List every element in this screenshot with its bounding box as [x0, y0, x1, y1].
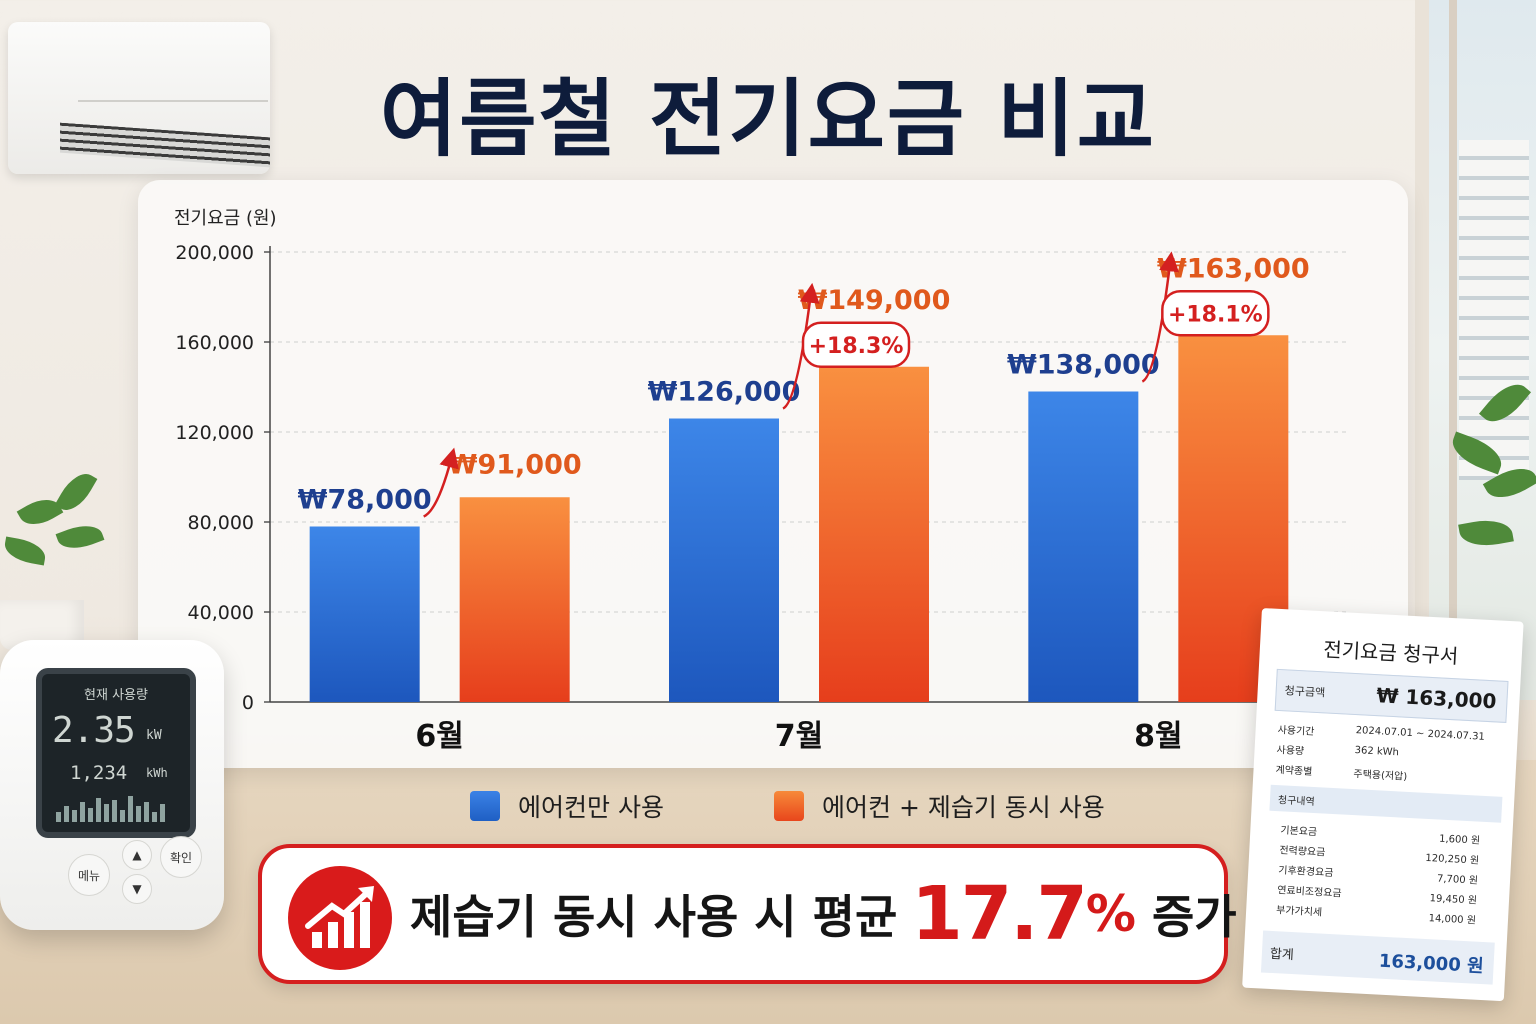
meter-sub-unit: kWh: [146, 766, 168, 780]
meter-usage-bars: [56, 792, 176, 822]
bill-item-label: 기후환경요금: [1277, 865, 1334, 880]
bill-item-label: 기본요금: [1280, 825, 1318, 839]
legend-swatch-blue: [470, 791, 500, 821]
plant-right: [1440, 375, 1536, 640]
meter-ok-label: 확인: [169, 850, 193, 865]
legend-item-ac-only: 에어컨만 사용: [470, 788, 664, 824]
bill-title: 전기요금 청구서: [1322, 637, 1459, 669]
bill-period: 2024.07.01 ~ 2024.07.31: [1355, 725, 1486, 743]
bill-item-label: 연료비조정요금: [1276, 885, 1342, 900]
bill-row-contract: 계약종별 주택용(저압): [1275, 761, 1407, 783]
meter-screen: 현재 사용량 2.35 kW 1,234 kWh: [36, 668, 196, 838]
window-frame: [1449, 0, 1457, 700]
y-tick-label: 0: [242, 692, 254, 714]
callout-text: 제습기 동시 사용 시 평균 17.7% 증가: [410, 848, 1237, 980]
increase-arrow: [782, 282, 820, 410]
increase-badge: [1161, 290, 1270, 337]
bar-ac-only: [309, 526, 420, 702]
data-label-ac-dehumidifier: ₩149,000: [798, 285, 951, 316]
meter-header: 현재 사용량: [84, 688, 148, 703]
air-conditioner-icon: [8, 22, 270, 174]
bill-item-value: 14,000 원: [1428, 913, 1477, 927]
meter-value: 2.35: [52, 710, 136, 751]
bar-ac-only: [1028, 391, 1139, 702]
bill-row-period: 사용기간 2024.07.01 ~ 2024.07.31: [1277, 721, 1485, 743]
bill-usage-label: 사용량: [1276, 744, 1305, 758]
increase-arrow: [423, 447, 459, 518]
chart-panel: 전기요금 (원) 200,000 160,000 120,000 80,000 40,00…: [138, 180, 1408, 768]
bar-ac-only: [669, 418, 779, 702]
electricity-bill: 전기요금 청구서 청구금액 ₩ 163,000 사용기간 2024.07.01 …: [1242, 608, 1524, 1002]
y-tick-label: 120,000: [175, 422, 254, 444]
data-label-ac-dehumidifier: ₩163,000: [1157, 253, 1310, 284]
y-tick-label: 40,000: [188, 602, 254, 624]
callout-percent-sign: %: [1085, 885, 1136, 943]
bill-item-value: 120,250 원: [1425, 852, 1480, 867]
legend-label: 에어컨만 사용: [518, 793, 664, 822]
data-label-ac-only: ₩126,000: [648, 377, 801, 408]
x-category-label: 8월: [1134, 719, 1182, 754]
y-tick-label: 160,000: [175, 332, 254, 354]
meter-unit: kW: [146, 728, 162, 743]
callout-text-before: 제습기 동시 사용 시 평균: [410, 890, 898, 944]
increase-arrow: [1141, 251, 1180, 383]
legend-item-ac-dehumidifier: 에어컨 + 제습기 동시 사용: [774, 788, 1105, 824]
callout-percent: 17.7: [911, 871, 1088, 957]
data-label-ac-dehumidifier: ₩91,000: [448, 449, 582, 480]
data-label-ac-only: ₩78,000: [298, 485, 432, 516]
increase-badge-label: +18.1%: [1168, 302, 1263, 327]
bill-usage: 362 kWh: [1354, 745, 1400, 759]
bill-item-value: 1,600 원: [1438, 833, 1481, 847]
callout-text-after: 증가: [1151, 890, 1237, 944]
apartment-building: [1459, 140, 1529, 480]
bill-item-value: 19,450 원: [1429, 893, 1478, 907]
bill-item-label: 전력량요금: [1279, 845, 1326, 859]
chevron-down-icon[interactable]: ▼: [122, 874, 152, 904]
trend-up-icon: [288, 866, 392, 970]
bar-ac-dehumidifier: [459, 497, 570, 702]
bill-amount-label: 청구금액: [1284, 684, 1326, 700]
bill-item-label: 부가가치세: [1275, 905, 1323, 919]
bar-ac-dehumidifier: [819, 366, 929, 702]
bill-amount-box: 청구금액 ₩ 163,000: [1274, 668, 1509, 723]
plant-left: [0, 466, 120, 650]
meter-sub-value: 1,234: [70, 762, 128, 784]
y-axis-label: 전기요금 (원): [174, 208, 277, 229]
legend-swatch-orange: [774, 791, 804, 821]
chart-legend: 에어컨만 사용 에어컨 + 제습기 동시 사용: [470, 788, 1170, 822]
bill-total-label: 합계: [1269, 946, 1295, 964]
bill-total: 163,000 원: [1378, 950, 1485, 978]
meter-menu-label: 메뉴: [77, 868, 101, 883]
chevron-up-icon[interactable]: ▲: [122, 840, 152, 870]
power-meter-device: 현재 사용량 2.35 kW 1,234 kWh 메뉴 확인 ▲ ▼: [0, 640, 224, 930]
y-tick-label: 80,000: [188, 512, 254, 534]
page-title: 여름철 전기요금 비교: [379, 70, 1156, 168]
bill-period-label: 사용기간: [1277, 724, 1315, 738]
bill-amount: ₩ 163,000: [1375, 683, 1498, 714]
bill-total-box: 합계 163,000 원: [1260, 930, 1495, 985]
bill-row-usage: 사용량 362 kWh: [1276, 741, 1399, 758]
bill-contract: 주택용(저압): [1353, 769, 1408, 783]
meter-ok-button[interactable]: 확인: [160, 836, 202, 878]
bar-chart: 전기요금 (원) 200,000 160,000 120,000 80,000 40,00…: [174, 208, 1348, 754]
y-tick-label: 200,000: [175, 242, 254, 264]
x-category-label: 6월: [415, 719, 463, 754]
bill-item-value: 7,700 원: [1436, 873, 1479, 887]
increase-badge: [801, 321, 911, 368]
data-label-ac-only: ₩138,000: [1007, 350, 1160, 381]
meter-menu-button[interactable]: 메뉴: [68, 854, 110, 896]
bill-contract-label: 계약종별: [1275, 764, 1313, 778]
bill-section-header: 청구내역: [1269, 784, 1503, 823]
x-category-label: 7월: [775, 719, 823, 754]
legend-label: 에어컨 + 제습기 동시 사용: [822, 793, 1105, 822]
summary-callout: 제습기 동시 사용 시 평균 17.7% 증가: [258, 844, 1237, 984]
increase-badge-label: +18.3%: [809, 334, 904, 359]
window-background: [1415, 0, 1536, 700]
